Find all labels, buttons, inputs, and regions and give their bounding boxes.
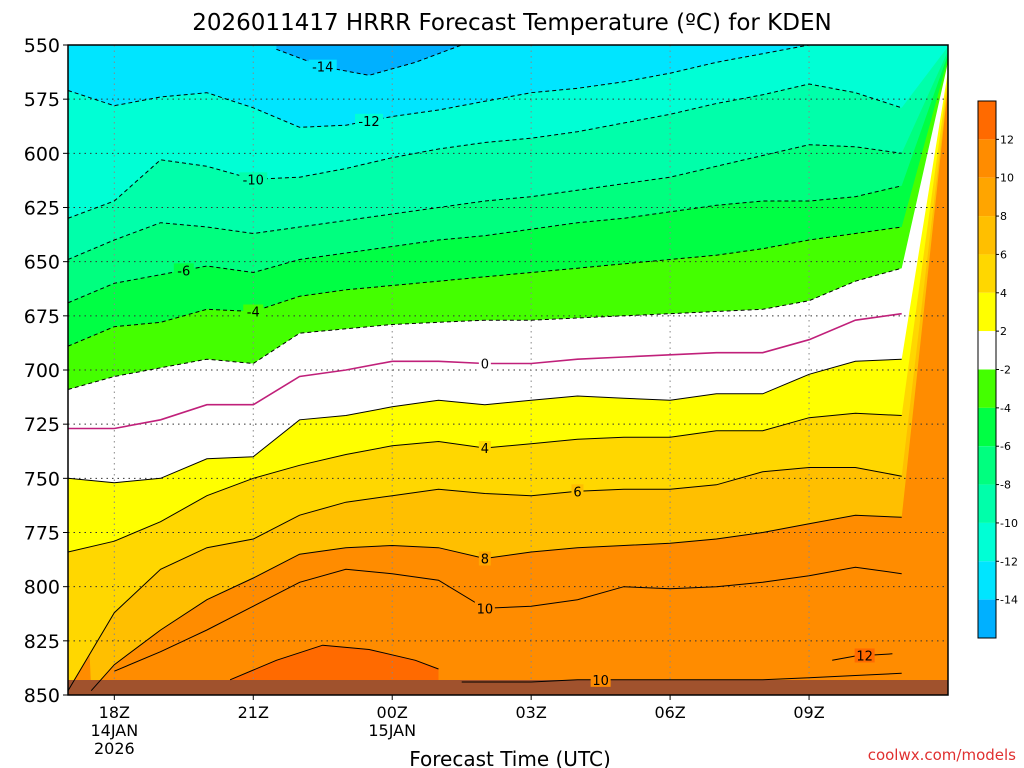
isotherm-label-bg bbox=[308, 59, 337, 74]
colorbar-band bbox=[978, 177, 996, 217]
isotherm-label: 12 bbox=[856, 649, 873, 664]
colorbar-band bbox=[978, 522, 996, 562]
colorbar-band bbox=[978, 446, 996, 485]
colorbar-tick-label: 12 bbox=[1000, 133, 1014, 146]
colorbar: 12 10 8 6 4 2 -2 -4 -6 -8 -10 -12 -14 bbox=[977, 100, 1018, 639]
colorbar-band bbox=[978, 407, 996, 447]
isotherm-label-bg bbox=[239, 172, 268, 187]
y-tick-label: 650 bbox=[24, 252, 60, 274]
colorbar-tick-label: 6 bbox=[1000, 248, 1007, 261]
x-tick-label: 2026 bbox=[94, 739, 135, 758]
isotherm-label: 0 bbox=[481, 358, 489, 373]
isotherm-label-bg bbox=[590, 672, 611, 687]
chart-title: 2026011417 HRRR Forecast Temperature (ºC… bbox=[192, 10, 831, 36]
isotherm-label-bg bbox=[854, 648, 875, 663]
y-tick-label: 825 bbox=[24, 631, 60, 653]
x-tick-label: 00Z bbox=[377, 703, 408, 722]
colorbar-band bbox=[978, 331, 996, 370]
y-tick-label: 600 bbox=[24, 143, 60, 165]
y-tick-label: 800 bbox=[24, 577, 60, 599]
colorbar-tick-label: -10 bbox=[1000, 517, 1018, 530]
isotherm-10-12 bbox=[114, 566, 902, 672]
colorbar-tick-label: -4 bbox=[1000, 402, 1011, 415]
colorbar-band bbox=[978, 561, 996, 600]
isotherm-label: -6 bbox=[177, 264, 190, 279]
band-below-minus14 bbox=[276, 45, 462, 76]
x-axis-label: Forecast Time (UTC) bbox=[409, 747, 611, 768]
isotherm-label: -12 bbox=[358, 115, 379, 130]
isotherm-label-bg bbox=[355, 113, 384, 128]
isotherm-labels: -14 -12 -10 -6 -4 0 4 6 8 10 10 12 bbox=[173, 59, 875, 689]
isotherm-label: -14 bbox=[312, 61, 333, 76]
x-tick-label: 15JAN bbox=[368, 721, 416, 740]
y-tick-label: 725 bbox=[24, 414, 60, 436]
y-tick-label: 575 bbox=[24, 89, 60, 111]
x-tick-label: 21Z bbox=[238, 703, 269, 722]
isotherm-label-bg bbox=[243, 304, 264, 319]
y-tick-label: 775 bbox=[24, 523, 60, 545]
colorbar-band bbox=[978, 292, 996, 332]
isotherm-lines bbox=[68, 45, 902, 692]
isotherm-label-bg bbox=[478, 551, 491, 566]
x-tick-label: 18Z bbox=[99, 703, 130, 722]
x-tick-label: 06Z bbox=[654, 703, 685, 722]
y-tick-label: 700 bbox=[24, 360, 60, 382]
colorbar-tick-label: 10 bbox=[1000, 172, 1014, 185]
colorbar-tick-label: -14 bbox=[1000, 594, 1018, 607]
colorbar-tick-label: -8 bbox=[1000, 479, 1011, 492]
y-tick-label: 750 bbox=[24, 468, 60, 490]
colorbar-band bbox=[978, 254, 996, 293]
colorbar-tick-label: 8 bbox=[1000, 210, 1007, 223]
isotherm--2-6 bbox=[68, 267, 902, 390]
isotherm-label: 4 bbox=[481, 442, 489, 457]
y-tick-label: 550 bbox=[24, 35, 60, 57]
isotherm-label-bg bbox=[173, 263, 194, 278]
isotherm-label: 8 bbox=[481, 553, 489, 568]
ground-layer bbox=[68, 680, 948, 695]
x-tick-label: 09Z bbox=[793, 703, 824, 722]
colorbar-tick-label: -12 bbox=[1000, 555, 1018, 568]
colorbar-tick-label: 2 bbox=[1000, 325, 1007, 338]
colorbar-tick-label: -6 bbox=[1000, 440, 1011, 453]
isotherm-12-13 bbox=[229, 644, 439, 681]
y-tick-label: 675 bbox=[24, 306, 60, 328]
isotherm-label-bg bbox=[474, 601, 495, 616]
watermark: coolwx.com/models bbox=[868, 746, 1016, 764]
colorbar-band bbox=[978, 139, 996, 178]
isotherm-label: 10 bbox=[477, 602, 494, 617]
y-axis: 550 575 600 625 650 675 700 725 750 775 800 825 850 bbox=[24, 35, 68, 707]
isotherm-2-8 bbox=[68, 358, 902, 484]
isotherm--14-0 bbox=[276, 45, 462, 76]
isotherm--12-1 bbox=[68, 45, 815, 128]
x-tick-label: 14JAN bbox=[90, 721, 138, 740]
isotherm-label: 10 bbox=[592, 674, 609, 689]
isotherm-label: -4 bbox=[247, 306, 260, 321]
ground-rect bbox=[68, 680, 948, 695]
isotherm-label-bg bbox=[478, 441, 491, 455]
colorbar-band bbox=[978, 599, 996, 638]
y-tick-label: 625 bbox=[24, 198, 60, 220]
isotherm-label: -10 bbox=[243, 173, 264, 188]
temperature-fill bbox=[68, 45, 948, 695]
colorbar-band bbox=[978, 216, 996, 255]
colorbar-tick-label: -2 bbox=[1000, 364, 1011, 377]
isotherm--10-2 bbox=[68, 83, 902, 219]
colorbar-tick-label: 4 bbox=[1000, 287, 1007, 300]
y-tick-label: 850 bbox=[24, 685, 60, 707]
colorbar-band bbox=[978, 369, 996, 408]
isotherm-label-bg bbox=[478, 356, 491, 371]
isotherm-6-10 bbox=[68, 467, 902, 691]
colorbar-band bbox=[978, 101, 996, 140]
isotherm-label: 6 bbox=[573, 485, 581, 500]
isotherm--8-3 bbox=[68, 144, 902, 260]
colorbar-band bbox=[978, 484, 996, 523]
isotherm-label-bg bbox=[571, 484, 584, 499]
x-tick-label: 03Z bbox=[515, 703, 546, 722]
isotherm-10-14 bbox=[461, 672, 902, 683]
